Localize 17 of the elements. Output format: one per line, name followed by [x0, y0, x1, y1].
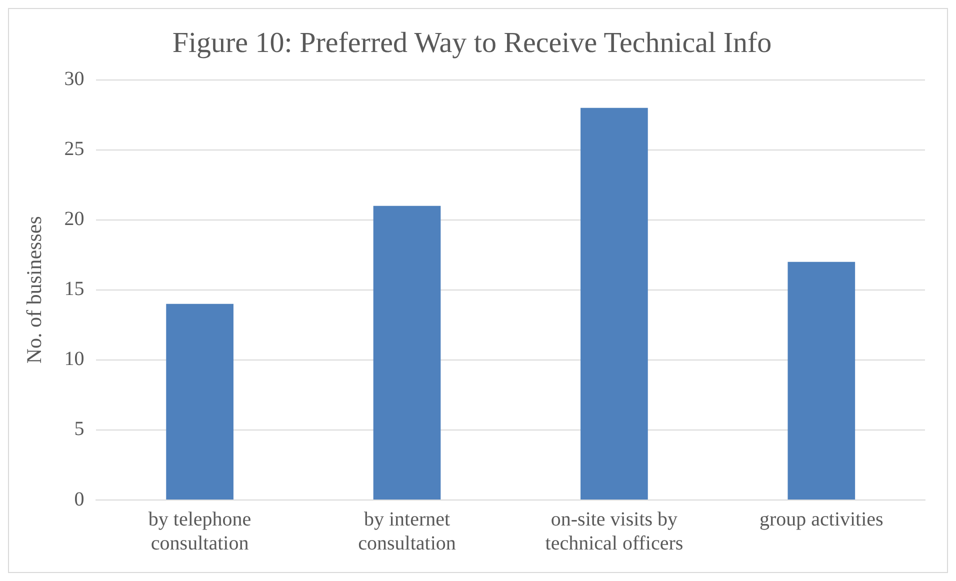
bar: [373, 206, 441, 500]
y-tick-label: 20: [64, 208, 84, 230]
bar: [580, 108, 648, 500]
x-tick-label: by internet consultation: [358, 508, 456, 554]
y-tick-label: 10: [64, 348, 84, 370]
chart-title: Figure 10: Preferred Way to Receive Technical Info: [172, 27, 772, 60]
y-axis-title: No. of businesses: [22, 216, 46, 364]
bar: [166, 304, 234, 500]
y-tick-label: 0: [74, 488, 84, 510]
x-tick-label: on-site visits by technical officers: [545, 508, 684, 554]
y-tick-label: 5: [74, 418, 84, 440]
y-tick-label: 30: [64, 68, 84, 90]
bar: [788, 262, 856, 500]
y-tick-label: 15: [64, 278, 84, 300]
x-tick-label: group activities: [759, 508, 884, 530]
x-tick-label: by telephone consultation: [148, 508, 252, 554]
y-tick-label: 25: [64, 138, 84, 160]
